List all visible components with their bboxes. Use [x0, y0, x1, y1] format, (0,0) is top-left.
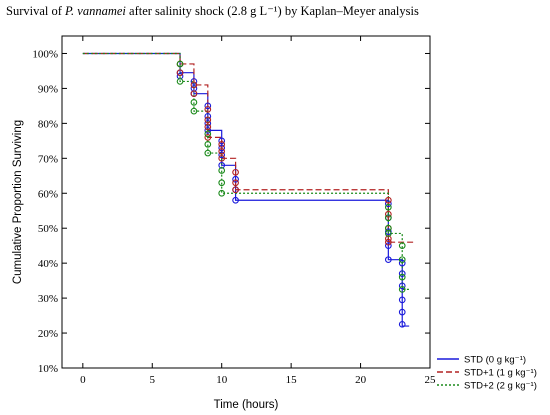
y-tick-label: 40% [38, 258, 58, 270]
series-3-marker [384, 230, 392, 237]
x-tick-label: 10 [216, 374, 228, 386]
series-1-marker [218, 137, 226, 145]
x-axis-label: Time (hours) [214, 399, 279, 411]
series-1-marker [384, 200, 392, 208]
series-2-marker [204, 123, 212, 131]
series-1-marker [190, 78, 198, 85]
title-prefix: Survival of [6, 4, 66, 18]
y-tick-label: 100% [32, 48, 58, 60]
series-3-marker [176, 78, 184, 85]
series-1-marker [384, 242, 392, 250]
series-2-marker [204, 133, 212, 141]
series-1-marker [398, 296, 406, 304]
legend-label-3: STD+2 (2 g kg⁻¹) [464, 381, 537, 392]
legend-label-2: STD+1 (1 g kg⁻¹) [464, 368, 537, 379]
series-1-marker [384, 256, 392, 264]
series-3-marker [218, 179, 226, 187]
title-species: P. vannamei [65, 4, 126, 18]
series-1-marker [218, 144, 226, 152]
series-2-marker [190, 81, 198, 89]
series-1-marker [232, 175, 239, 183]
series-3-marker [204, 149, 212, 157]
series-2-marker [204, 116, 212, 124]
y-tick-label: 10% [38, 363, 58, 375]
series-3-marker [190, 99, 198, 106]
series-2-marker [218, 154, 226, 162]
x-tick-label: 15 [286, 374, 298, 386]
series-2-marker [176, 69, 184, 77]
series-2-marker [384, 210, 392, 218]
series-3-marker [398, 242, 406, 250]
series-2-marker [204, 106, 212, 113]
y-tick-label: 50% [38, 223, 58, 235]
series-3-marker [204, 140, 212, 148]
y-tick-label: 90% [38, 83, 58, 95]
series-1-marker [398, 270, 406, 277]
series-3-marker [398, 256, 406, 264]
series-1-marker [204, 120, 212, 127]
series-3-marker [384, 203, 392, 211]
series-1-marker [398, 308, 406, 316]
series-1-marker [218, 151, 226, 159]
series-line-2 [82, 52, 417, 243]
series-1-marker [398, 320, 406, 328]
y-tick-label: 30% [38, 293, 58, 305]
series-2-marker [384, 238, 392, 246]
series-3-marker [218, 189, 226, 197]
series-line-3 [82, 52, 410, 290]
legend-label-1: STD (0 g kg⁻¹) [464, 355, 526, 366]
series-1-marker [204, 113, 212, 120]
series-1-marker [398, 282, 406, 290]
series-3-marker [398, 286, 406, 293]
series-2-marker [232, 186, 239, 194]
series-1-marker [204, 102, 212, 110]
series-2-marker [232, 179, 239, 187]
series-1-marker [232, 196, 239, 204]
series-1-marker [204, 127, 212, 134]
y-tick-label: 20% [38, 328, 58, 340]
series-3-marker [190, 107, 198, 115]
series-3-marker [204, 130, 212, 138]
y-tick-label: 80% [38, 118, 58, 130]
series-3-marker [176, 60, 184, 68]
y-tick-label: 60% [38, 188, 58, 200]
x-tick-label: 0 [80, 374, 86, 386]
y-tick-label: 70% [38, 153, 58, 165]
series-2-marker [190, 90, 198, 98]
series-3-marker [398, 273, 406, 281]
x-tick-label: 5 [150, 374, 156, 386]
series-3-marker [384, 214, 392, 222]
y-axis-label: Cumulative Proportion Surviving [12, 120, 24, 284]
series-1-marker [398, 259, 406, 267]
series-2-marker [232, 168, 239, 176]
plot-frame [61, 35, 431, 369]
chart-title: Survival of P. vannamei after salinity s… [6, 3, 419, 19]
series-3-marker [218, 167, 226, 174]
series-2-marker [218, 147, 226, 155]
x-tick-label: 25 [425, 374, 437, 386]
series-2-marker [384, 196, 392, 204]
series-2-marker [218, 140, 226, 148]
series-line-1 [82, 52, 410, 327]
x-tick-label: 20 [355, 374, 367, 386]
title-suffix: after salinity shock (2.8 g L⁻¹) by Kapl… [125, 4, 419, 18]
